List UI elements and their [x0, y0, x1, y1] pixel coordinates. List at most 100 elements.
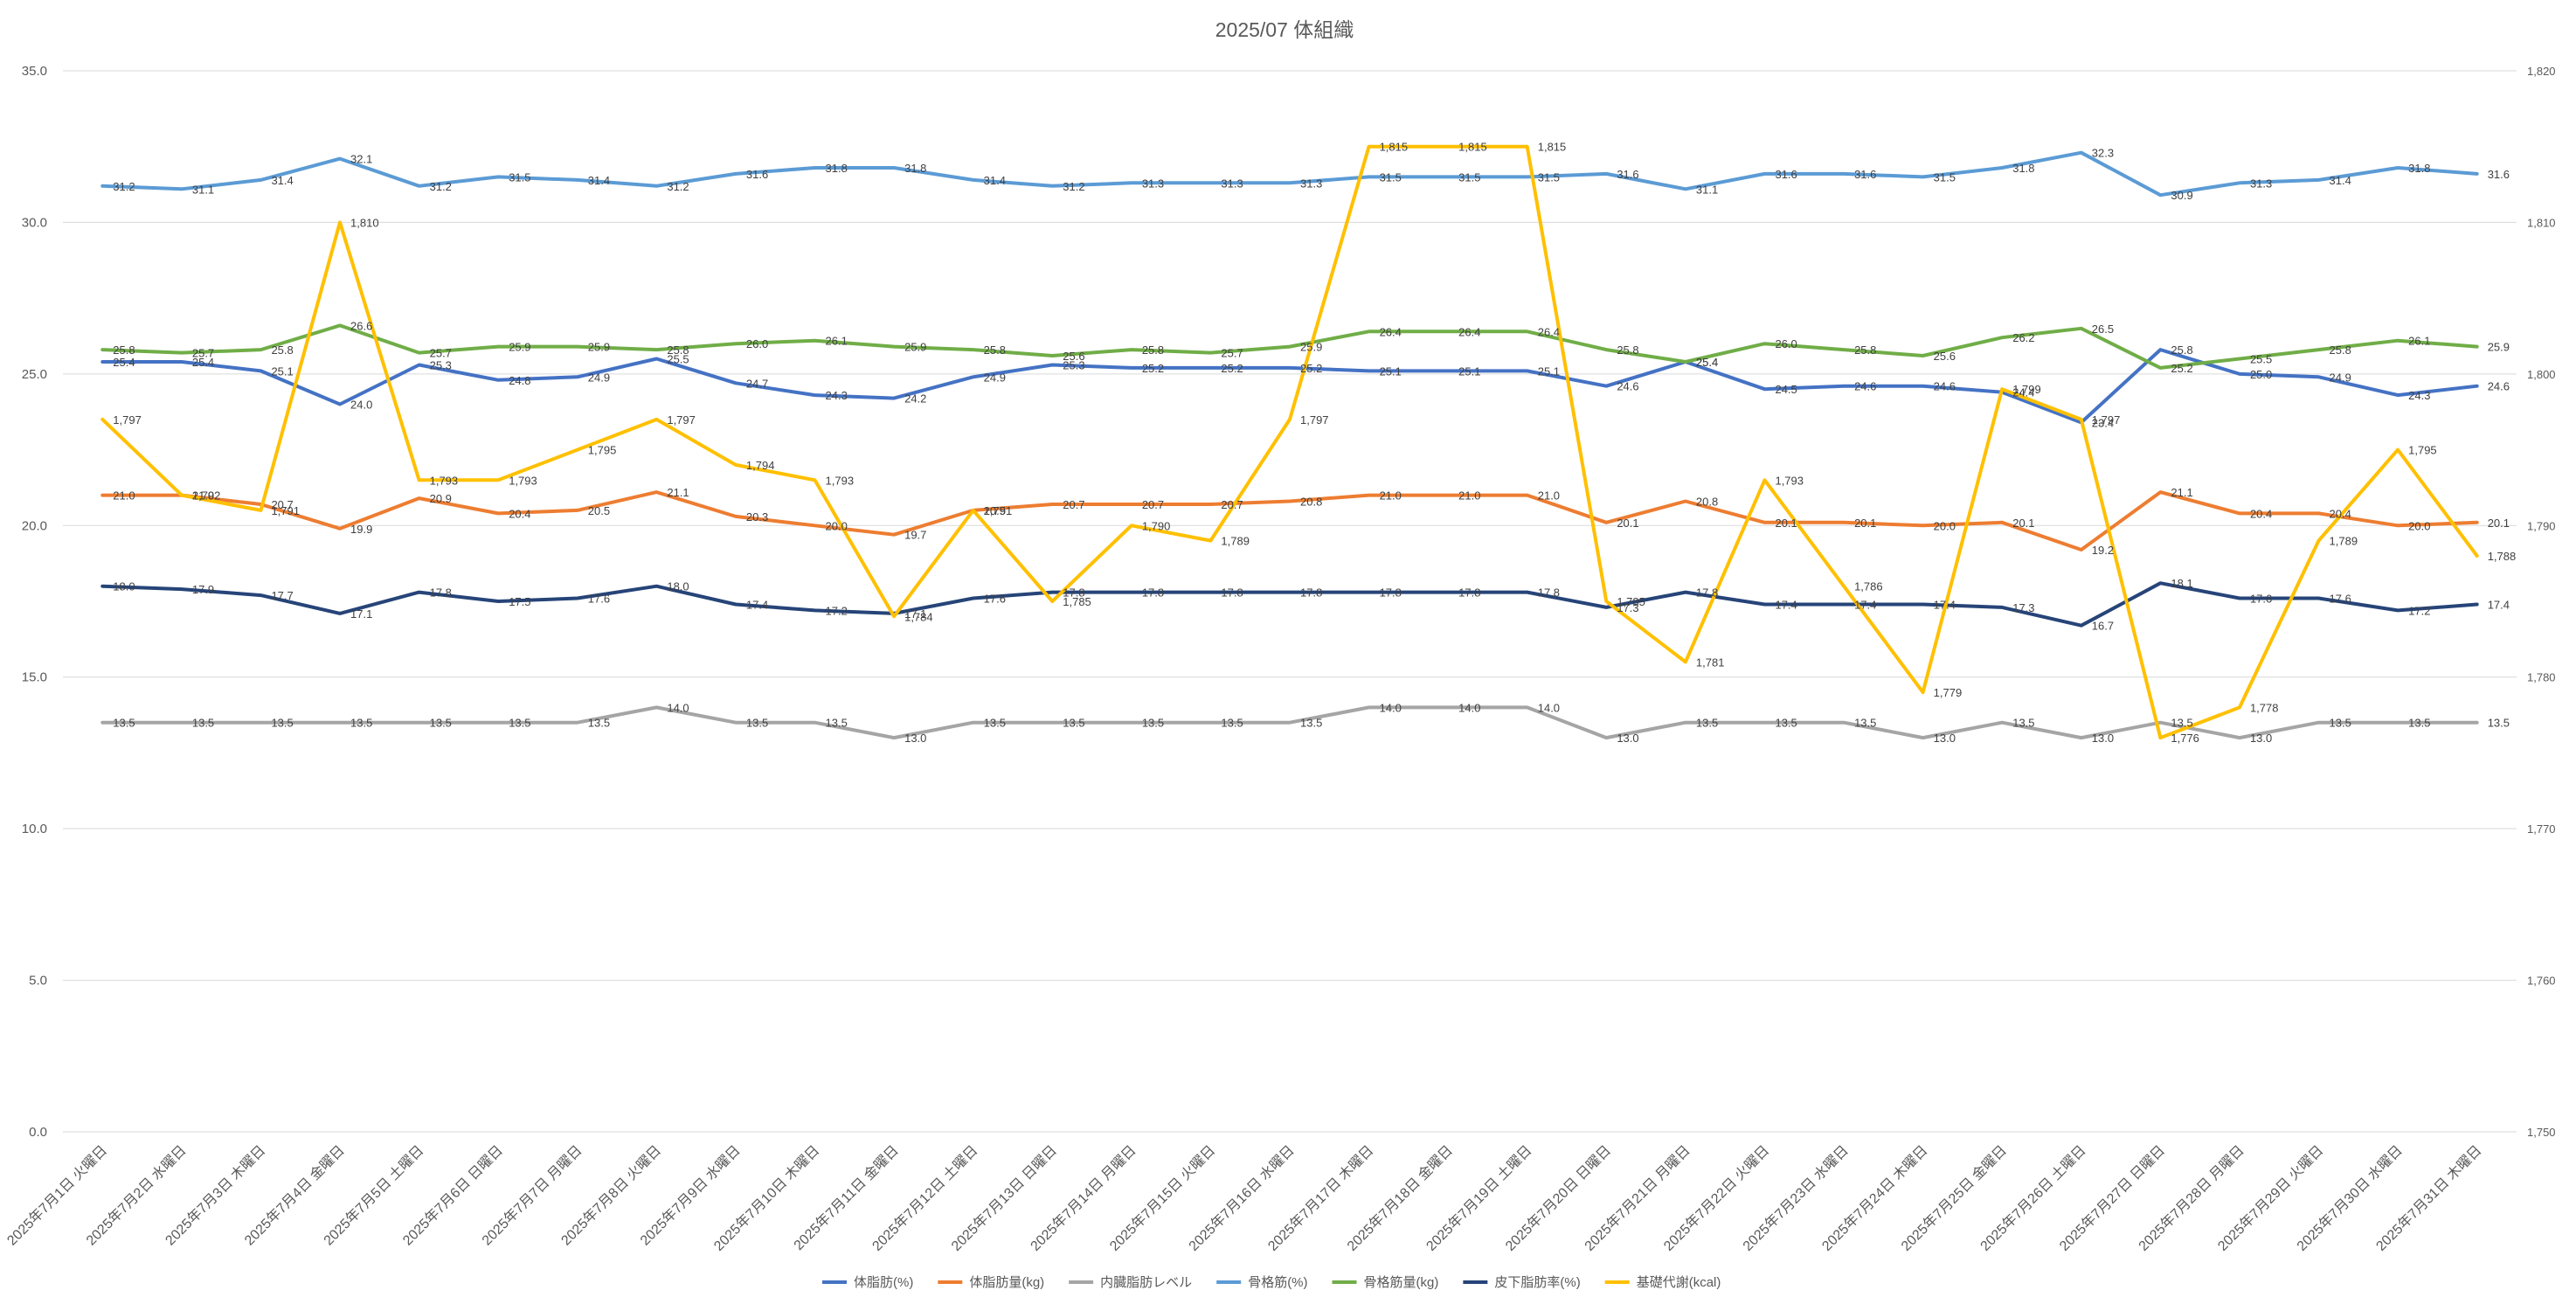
data-label: 19.9	[350, 523, 372, 536]
data-label: 25.9	[588, 341, 610, 354]
data-label: 17.3	[2012, 601, 2034, 614]
data-label: 17.8	[1380, 586, 1402, 600]
data-label: 24.6	[1934, 380, 1956, 393]
data-label: 13.0	[1934, 732, 1956, 745]
data-label: 26.4	[1538, 325, 1560, 338]
legend-label: 基礎代謝(kcal)	[1637, 1275, 1721, 1290]
data-label: 13.0	[2092, 732, 2114, 745]
data-label: 25.8	[1854, 343, 1876, 357]
series-line-2	[100, 705, 2479, 740]
data-label: 1,815	[1538, 141, 1567, 154]
data-label: 17.8	[1300, 586, 1322, 600]
data-label: 20.4	[509, 507, 530, 520]
data-label: 25.3	[1063, 358, 1084, 371]
data-label: 20.8	[1696, 496, 1718, 509]
data-label: 25.2	[1300, 362, 1322, 375]
data-label: 1,795	[2408, 444, 2437, 457]
data-label: 26.1	[2408, 335, 2430, 348]
data-label: 13.0	[1617, 732, 1638, 745]
data-label: 20.0	[2408, 519, 2430, 532]
data-label: 25.8	[1142, 343, 1164, 357]
data-label: 14.0	[1538, 701, 1560, 714]
y-left-tick: 30.0	[22, 215, 47, 230]
legend-item: 体脂肪量(kg)	[938, 1275, 1044, 1290]
data-label: 1,792	[192, 489, 221, 503]
data-label: 31.3	[1300, 177, 1322, 190]
data-label: 25.2	[2171, 362, 2192, 375]
data-label: 24.4	[2012, 386, 2034, 399]
legend-label: 骨格筋量(kg)	[1364, 1275, 1439, 1290]
data-label: 25.3	[430, 358, 452, 371]
data-label: 17.8	[1142, 586, 1164, 600]
data-label: 31.8	[2408, 162, 2430, 175]
data-label: 13.5	[2408, 717, 2430, 730]
data-label: 13.5	[192, 717, 214, 730]
data-label: 31.5	[509, 170, 530, 184]
data-label: 31.5	[1538, 170, 1560, 184]
data-label: 1,799	[2012, 383, 2041, 396]
data-label: 17.3	[1617, 601, 1638, 614]
data-label: 24.7	[746, 377, 768, 390]
data-label: 24.9	[984, 371, 1006, 384]
y-right-tick: 1,750	[2527, 1126, 2556, 1139]
data-label: 25.4	[192, 356, 214, 369]
data-label: 25.9	[904, 341, 926, 354]
data-label: 31.6	[746, 168, 768, 181]
data-label: 17.6	[2250, 593, 2272, 606]
data-label: 13.0	[2250, 732, 2272, 745]
legend-label: 体脂肪(%)	[854, 1275, 913, 1290]
data-label: 13.5	[509, 717, 530, 730]
data-label: 25.7	[1221, 347, 1243, 360]
data-label: 20.5	[588, 504, 610, 517]
data-label: 13.5	[984, 717, 1006, 730]
series-line-3	[100, 150, 2479, 198]
data-label: 25.0	[2250, 368, 2272, 381]
data-label: 20.4	[2330, 507, 2351, 520]
y-right-tick: 1,820	[2527, 65, 2556, 78]
y-left-tick: 10.0	[22, 822, 47, 836]
data-label: 31.5	[1934, 170, 1956, 184]
data-label: 24.3	[2408, 389, 2430, 402]
data-label: 17.4	[1934, 598, 1956, 611]
data-label: 1,815	[1458, 141, 1487, 154]
data-label: 26.5	[2092, 323, 2114, 336]
data-label: 1,786	[1854, 580, 1883, 593]
y-right-tick: 1,800	[2527, 368, 2556, 381]
data-label: 16.7	[2092, 620, 2114, 633]
data-label: 25.4	[1696, 356, 1718, 369]
data-label: 1,797	[1300, 413, 1329, 427]
data-label: 14.0	[1380, 701, 1402, 714]
data-label: 21.0	[1380, 489, 1402, 503]
data-label: 25.7	[192, 347, 214, 360]
data-label: 31.5	[1380, 170, 1402, 184]
data-label: 1,793	[430, 474, 459, 487]
legend-item: 骨格筋(%)	[1216, 1275, 1308, 1290]
data-label: 24.5	[1775, 383, 1797, 396]
data-label: 31.2	[1063, 180, 1084, 193]
data-label: 17.6	[984, 593, 1006, 606]
data-label: 1,797	[2092, 413, 2121, 427]
legend-label: 骨格筋(%)	[1248, 1275, 1307, 1290]
data-label: 13.5	[1696, 717, 1718, 730]
data-label: 13.5	[1300, 717, 1322, 730]
data-label: 1,789	[2330, 535, 2358, 548]
data-label: 20.7	[1221, 498, 1243, 511]
data-label: 20.3	[746, 510, 768, 524]
legend-item: 内臓脂肪レベル	[1069, 1275, 1192, 1290]
legend-item: 骨格筋量(kg)	[1332, 1275, 1439, 1290]
data-label: 20.9	[430, 492, 452, 505]
data-label: 25.1	[271, 364, 293, 378]
data-label: 32.1	[350, 153, 372, 166]
data-label: 25.8	[2171, 343, 2192, 357]
data-label: 13.5	[588, 717, 610, 730]
data-label: 25.4	[113, 356, 135, 369]
series-line-4	[100, 323, 2479, 370]
data-label: 25.4	[1696, 356, 1718, 369]
data-label: 25.6	[1063, 350, 1084, 363]
data-label: 26.6	[350, 319, 372, 332]
data-label: 1,785	[1063, 595, 1091, 608]
data-label: 20.1	[1617, 517, 1638, 530]
data-label: 25.8	[984, 343, 1006, 357]
data-label: 20.7	[1142, 498, 1164, 511]
data-label: 17.4	[746, 598, 768, 611]
